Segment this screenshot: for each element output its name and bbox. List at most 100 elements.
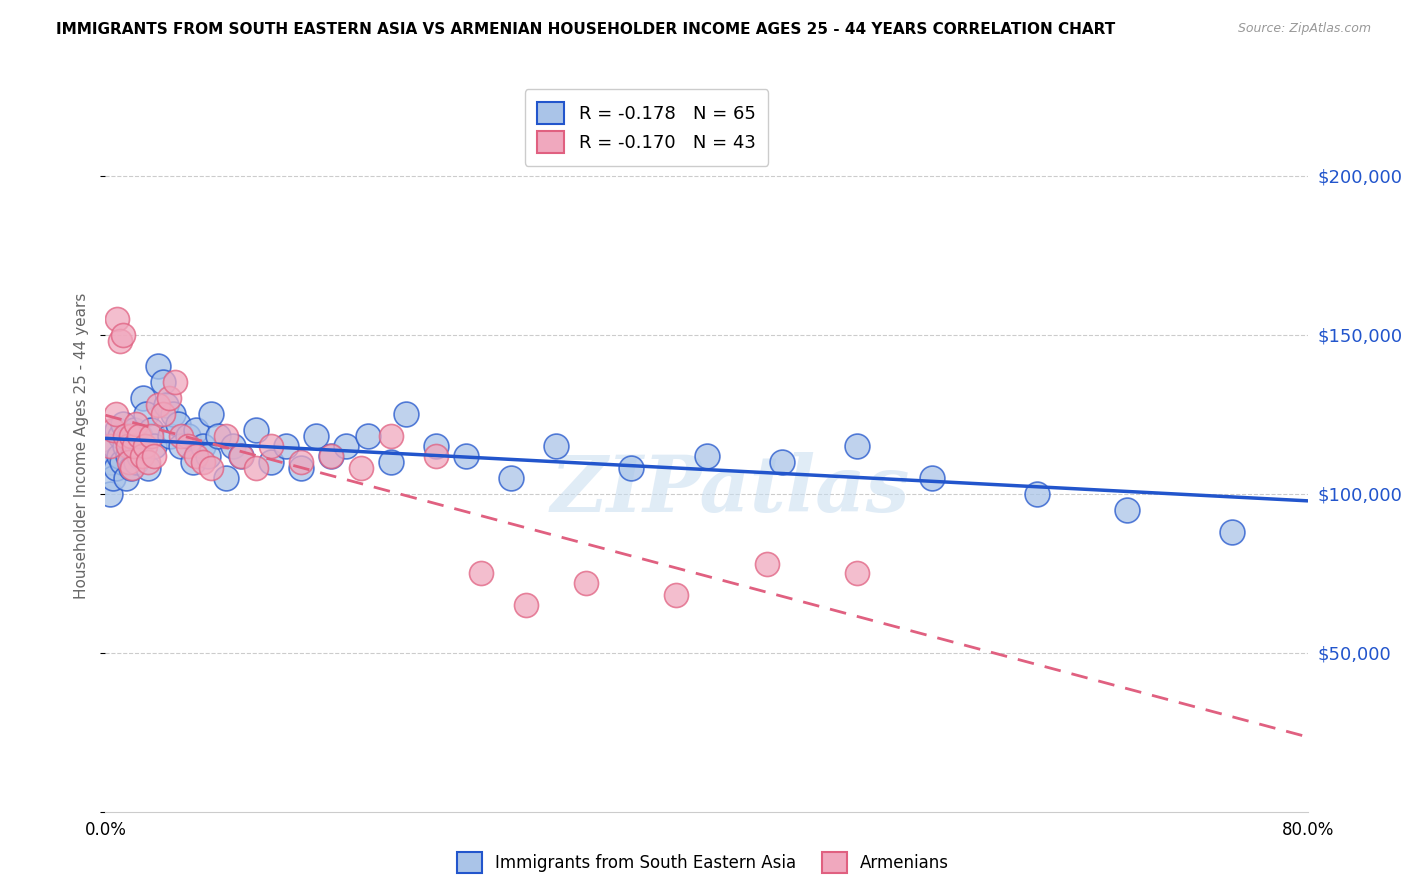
- Point: [335, 439, 357, 453]
- Point: [152, 407, 174, 421]
- Point: [112, 417, 135, 431]
- Point: [101, 423, 124, 437]
- Point: [184, 423, 207, 437]
- Point: [177, 439, 200, 453]
- Y-axis label: Householder Income Ages 25 - 44 years: Householder Income Ages 25 - 44 years: [75, 293, 90, 599]
- Point: [110, 429, 132, 443]
- Point: [515, 598, 537, 612]
- Point: [103, 439, 125, 453]
- Point: [146, 359, 169, 374]
- Point: [122, 423, 145, 437]
- Point: [124, 455, 146, 469]
- Point: [131, 449, 153, 463]
- Point: [1222, 524, 1244, 539]
- Point: [1026, 486, 1049, 500]
- Point: [770, 455, 793, 469]
- Point: [200, 407, 222, 421]
- Point: [425, 449, 447, 463]
- Point: [139, 429, 162, 443]
- Point: [665, 589, 688, 603]
- Point: [319, 449, 342, 463]
- Point: [139, 423, 162, 437]
- Point: [142, 449, 165, 463]
- Point: [162, 407, 184, 421]
- Point: [319, 449, 342, 463]
- Point: [124, 417, 146, 431]
- Point: [380, 455, 402, 469]
- Point: [207, 429, 229, 443]
- Point: [166, 417, 188, 431]
- Point: [104, 407, 127, 421]
- Point: [191, 455, 214, 469]
- Point: [107, 311, 129, 326]
- Point: [152, 376, 174, 390]
- Point: [274, 439, 297, 453]
- Point: [845, 566, 868, 581]
- Point: [200, 461, 222, 475]
- Point: [181, 455, 204, 469]
- Point: [101, 471, 124, 485]
- Point: [229, 449, 252, 463]
- Point: [546, 439, 568, 453]
- Point: [134, 439, 156, 453]
- Point: [305, 429, 328, 443]
- Point: [380, 429, 402, 443]
- Point: [107, 423, 129, 437]
- Point: [132, 392, 155, 406]
- Point: [112, 327, 135, 342]
- Point: [184, 449, 207, 463]
- Point: [108, 449, 131, 463]
- Point: [128, 449, 150, 463]
- Point: [114, 429, 136, 443]
- Point: [100, 455, 122, 469]
- Point: [425, 439, 447, 453]
- Point: [117, 449, 139, 463]
- Point: [470, 566, 492, 581]
- Point: [357, 429, 380, 443]
- Text: IMMIGRANTS FROM SOUTH EASTERN ASIA VS ARMENIAN HOUSEHOLDER INCOME AGES 25 - 44 Y: IMMIGRANTS FROM SOUTH EASTERN ASIA VS AR…: [56, 22, 1115, 37]
- Point: [214, 429, 236, 443]
- Point: [142, 439, 165, 453]
- Point: [845, 439, 868, 453]
- Point: [163, 376, 186, 390]
- Point: [260, 439, 283, 453]
- Point: [125, 439, 148, 453]
- Point: [146, 398, 169, 412]
- Point: [169, 429, 191, 443]
- Text: ZIPatlas: ZIPatlas: [551, 451, 910, 528]
- Point: [501, 471, 523, 485]
- Point: [120, 461, 142, 475]
- Point: [260, 455, 283, 469]
- Point: [214, 471, 236, 485]
- Point: [1116, 502, 1139, 516]
- Point: [290, 461, 312, 475]
- Point: [350, 461, 373, 475]
- Point: [114, 439, 136, 453]
- Point: [155, 398, 177, 412]
- Point: [191, 439, 214, 453]
- Point: [117, 439, 139, 453]
- Point: [110, 334, 132, 348]
- Point: [135, 407, 157, 421]
- Point: [395, 407, 418, 421]
- Point: [177, 429, 200, 443]
- Point: [696, 449, 718, 463]
- Legend: R = -0.178   N = 65, R = -0.170   N = 43: R = -0.178 N = 65, R = -0.170 N = 43: [524, 89, 768, 166]
- Point: [755, 557, 778, 571]
- Point: [98, 439, 121, 453]
- Point: [121, 439, 143, 453]
- Point: [104, 461, 127, 475]
- Point: [122, 439, 145, 453]
- Point: [157, 392, 180, 406]
- Point: [245, 423, 267, 437]
- Legend: Immigrants from South Eastern Asia, Armenians: Immigrants from South Eastern Asia, Arme…: [450, 846, 956, 880]
- Point: [120, 429, 142, 443]
- Point: [129, 429, 152, 443]
- Text: Source: ZipAtlas.com: Source: ZipAtlas.com: [1237, 22, 1371, 36]
- Point: [620, 461, 643, 475]
- Point: [128, 429, 150, 443]
- Point: [136, 455, 159, 469]
- Point: [118, 429, 141, 443]
- Point: [169, 439, 191, 453]
- Point: [575, 575, 598, 590]
